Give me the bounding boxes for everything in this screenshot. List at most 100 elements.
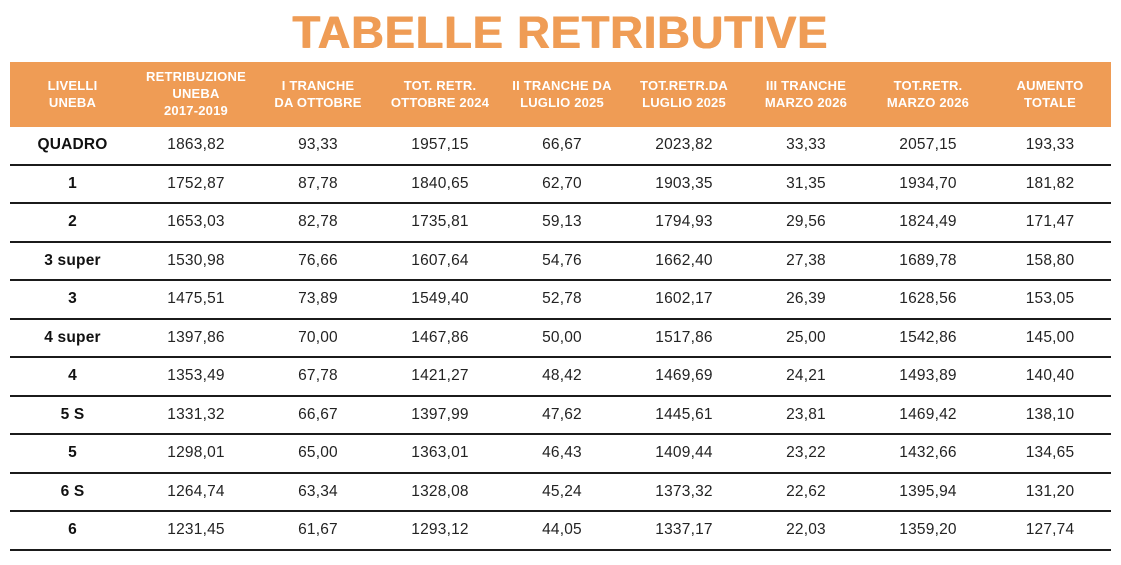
value-cell: 1475,51 — [167, 290, 225, 308]
value-cell: 61,67 — [298, 521, 338, 539]
value-cell: 27,38 — [786, 251, 826, 269]
table-row: QUADRO 1863,82 93,33 1957,15 66,67 2023,82 33,… — [10, 127, 1111, 166]
table-row: 3 1475,51 73,89 1549,40 52,78 1602,17 26,39 162… — [10, 281, 1111, 320]
retribution-table: LIVELLI UNEBA RETRIBUZIONE UNEBA 2017-20… — [10, 62, 1111, 551]
value-cell: 31,35 — [786, 174, 826, 192]
level-cell: 3 super — [44, 251, 101, 269]
value-cell: 2023,82 — [655, 136, 713, 154]
value-cell: 1421,27 — [411, 367, 469, 385]
value-cell: 1530,98 — [167, 251, 225, 269]
value-cell: 1903,35 — [655, 174, 713, 192]
value-cell: 26,39 — [786, 290, 826, 308]
level-cell: 1 — [68, 174, 77, 192]
value-cell: 1662,40 — [655, 251, 713, 269]
value-cell: 23,22 — [786, 444, 826, 462]
column-header-iii-tranche: III TRANCHE MARZO 2026 — [764, 77, 848, 110]
value-cell: 66,67 — [298, 405, 338, 423]
value-cell: 1373,32 — [655, 482, 713, 500]
value-cell: 73,89 — [298, 290, 338, 308]
value-cell: 65,00 — [298, 444, 338, 462]
value-cell: 1328,08 — [411, 482, 469, 500]
value-cell: 22,03 — [786, 521, 826, 539]
value-cell: 29,56 — [786, 213, 826, 231]
value-cell: 1353,49 — [167, 367, 225, 385]
value-cell: 67,78 — [298, 367, 338, 385]
level-cell: 6 — [68, 521, 77, 539]
value-cell: 1735,81 — [411, 213, 469, 231]
value-cell: 1542,86 — [899, 328, 957, 346]
value-cell: 127,74 — [1025, 521, 1075, 539]
value-cell: 25,00 — [786, 328, 826, 346]
table-row: 5 S 1331,32 66,67 1397,99 47,62 1445,61 23,81 1… — [10, 397, 1111, 435]
value-cell: 87,78 — [298, 174, 338, 192]
value-cell: 82,78 — [298, 213, 338, 231]
value-cell: 158,80 — [1025, 251, 1075, 269]
level-cell: 5 S — [60, 405, 85, 423]
value-cell: 22,62 — [786, 482, 826, 500]
value-cell: 1602,17 — [655, 290, 713, 308]
value-cell: 70,00 — [298, 328, 338, 346]
column-header-tot-retr-ottobre: TOT. RETR. OTTOBRE 2024 — [390, 77, 490, 110]
level-cell: 6 S — [60, 482, 85, 500]
value-cell: 47,62 — [542, 405, 582, 423]
value-cell: 1397,99 — [411, 405, 469, 423]
value-cell: 44,05 — [542, 521, 582, 539]
column-header-tot-retr-marzo: TOT.RETR. MARZO 2026 — [886, 77, 970, 110]
value-cell: 1752,87 — [167, 174, 225, 192]
value-cell: 24,21 — [786, 367, 826, 385]
value-cell: 1957,15 — [411, 136, 469, 154]
value-cell: 1469,42 — [899, 405, 957, 423]
value-cell: 1607,64 — [411, 251, 469, 269]
value-cell: 134,65 — [1025, 444, 1075, 462]
value-cell: 145,00 — [1025, 328, 1075, 346]
value-cell: 1432,66 — [899, 444, 957, 462]
column-header-i-tranche: I TRANCHE DA OTTOBRE — [274, 77, 362, 110]
value-cell: 50,00 — [542, 328, 582, 346]
level-cell: 4 — [68, 367, 77, 385]
value-cell: 48,42 — [542, 367, 582, 385]
value-cell: 46,43 — [542, 444, 582, 462]
value-cell: 1397,86 — [167, 328, 225, 346]
value-cell: 171,47 — [1025, 213, 1075, 231]
value-cell: 1549,40 — [411, 290, 469, 308]
level-cell: QUADRO — [37, 136, 108, 154]
value-cell: 76,66 — [298, 251, 338, 269]
value-cell: 1689,78 — [899, 251, 957, 269]
table-row: 1 1752,87 87,78 1840,65 62,70 1903,35 31,35 193… — [10, 166, 1111, 204]
table-row: 4 1353,49 67,78 1421,27 48,42 1469,69 24,21 149… — [10, 358, 1111, 397]
value-cell: 140,40 — [1025, 367, 1075, 385]
column-header-ii-tranche: II TRANCHE DA LUGLIO 2025 — [512, 77, 612, 110]
table-row: 2 1653,03 82,78 1735,81 59,13 1794,93 29,56 182… — [10, 204, 1111, 243]
level-cell: 3 — [68, 290, 77, 308]
column-header-retribuzione-uneba: RETRIBUZIONE UNEBA 2017-2019 — [146, 69, 246, 118]
value-cell: 1934,70 — [899, 174, 957, 192]
value-cell: 1794,93 — [655, 213, 713, 231]
value-cell: 62,70 — [542, 174, 582, 192]
value-cell: 1331,32 — [167, 405, 225, 423]
value-cell: 138,10 — [1025, 405, 1075, 423]
value-cell: 1863,82 — [167, 136, 225, 154]
level-cell: 4 super — [44, 328, 101, 346]
table-row: 3 super 1530,98 76,66 1607,64 54,76 1662,40 27… — [10, 243, 1111, 281]
value-cell: 63,34 — [298, 482, 338, 500]
value-cell: 1469,69 — [655, 367, 713, 385]
value-cell: 45,24 — [542, 482, 582, 500]
value-cell: 1298,01 — [167, 444, 225, 462]
value-cell: 54,76 — [542, 251, 582, 269]
value-cell: 193,33 — [1025, 136, 1075, 154]
table-row: 5 1298,01 65,00 1363,01 46,43 1409,44 23,22 143… — [10, 435, 1111, 474]
value-cell: 1653,03 — [167, 213, 225, 231]
value-cell: 1824,49 — [899, 213, 957, 231]
value-cell: 181,82 — [1025, 174, 1075, 192]
value-cell: 131,20 — [1025, 482, 1075, 500]
level-cell: 2 — [68, 213, 77, 231]
page-title: TABELLE RETRIBUTIVE — [292, 7, 829, 58]
table-row: 6 S 1264,74 63,34 1328,08 45,24 1373,32 22,62 1… — [10, 474, 1111, 512]
value-cell: 59,13 — [542, 213, 582, 231]
value-cell: 2057,15 — [899, 136, 957, 154]
column-header-tot-retr-luglio: TOT.RETR.DA LUGLIO 2025 — [640, 77, 728, 110]
value-cell: 1628,56 — [899, 290, 957, 308]
value-cell: 1293,12 — [411, 521, 469, 539]
value-cell: 1231,45 — [167, 521, 225, 539]
